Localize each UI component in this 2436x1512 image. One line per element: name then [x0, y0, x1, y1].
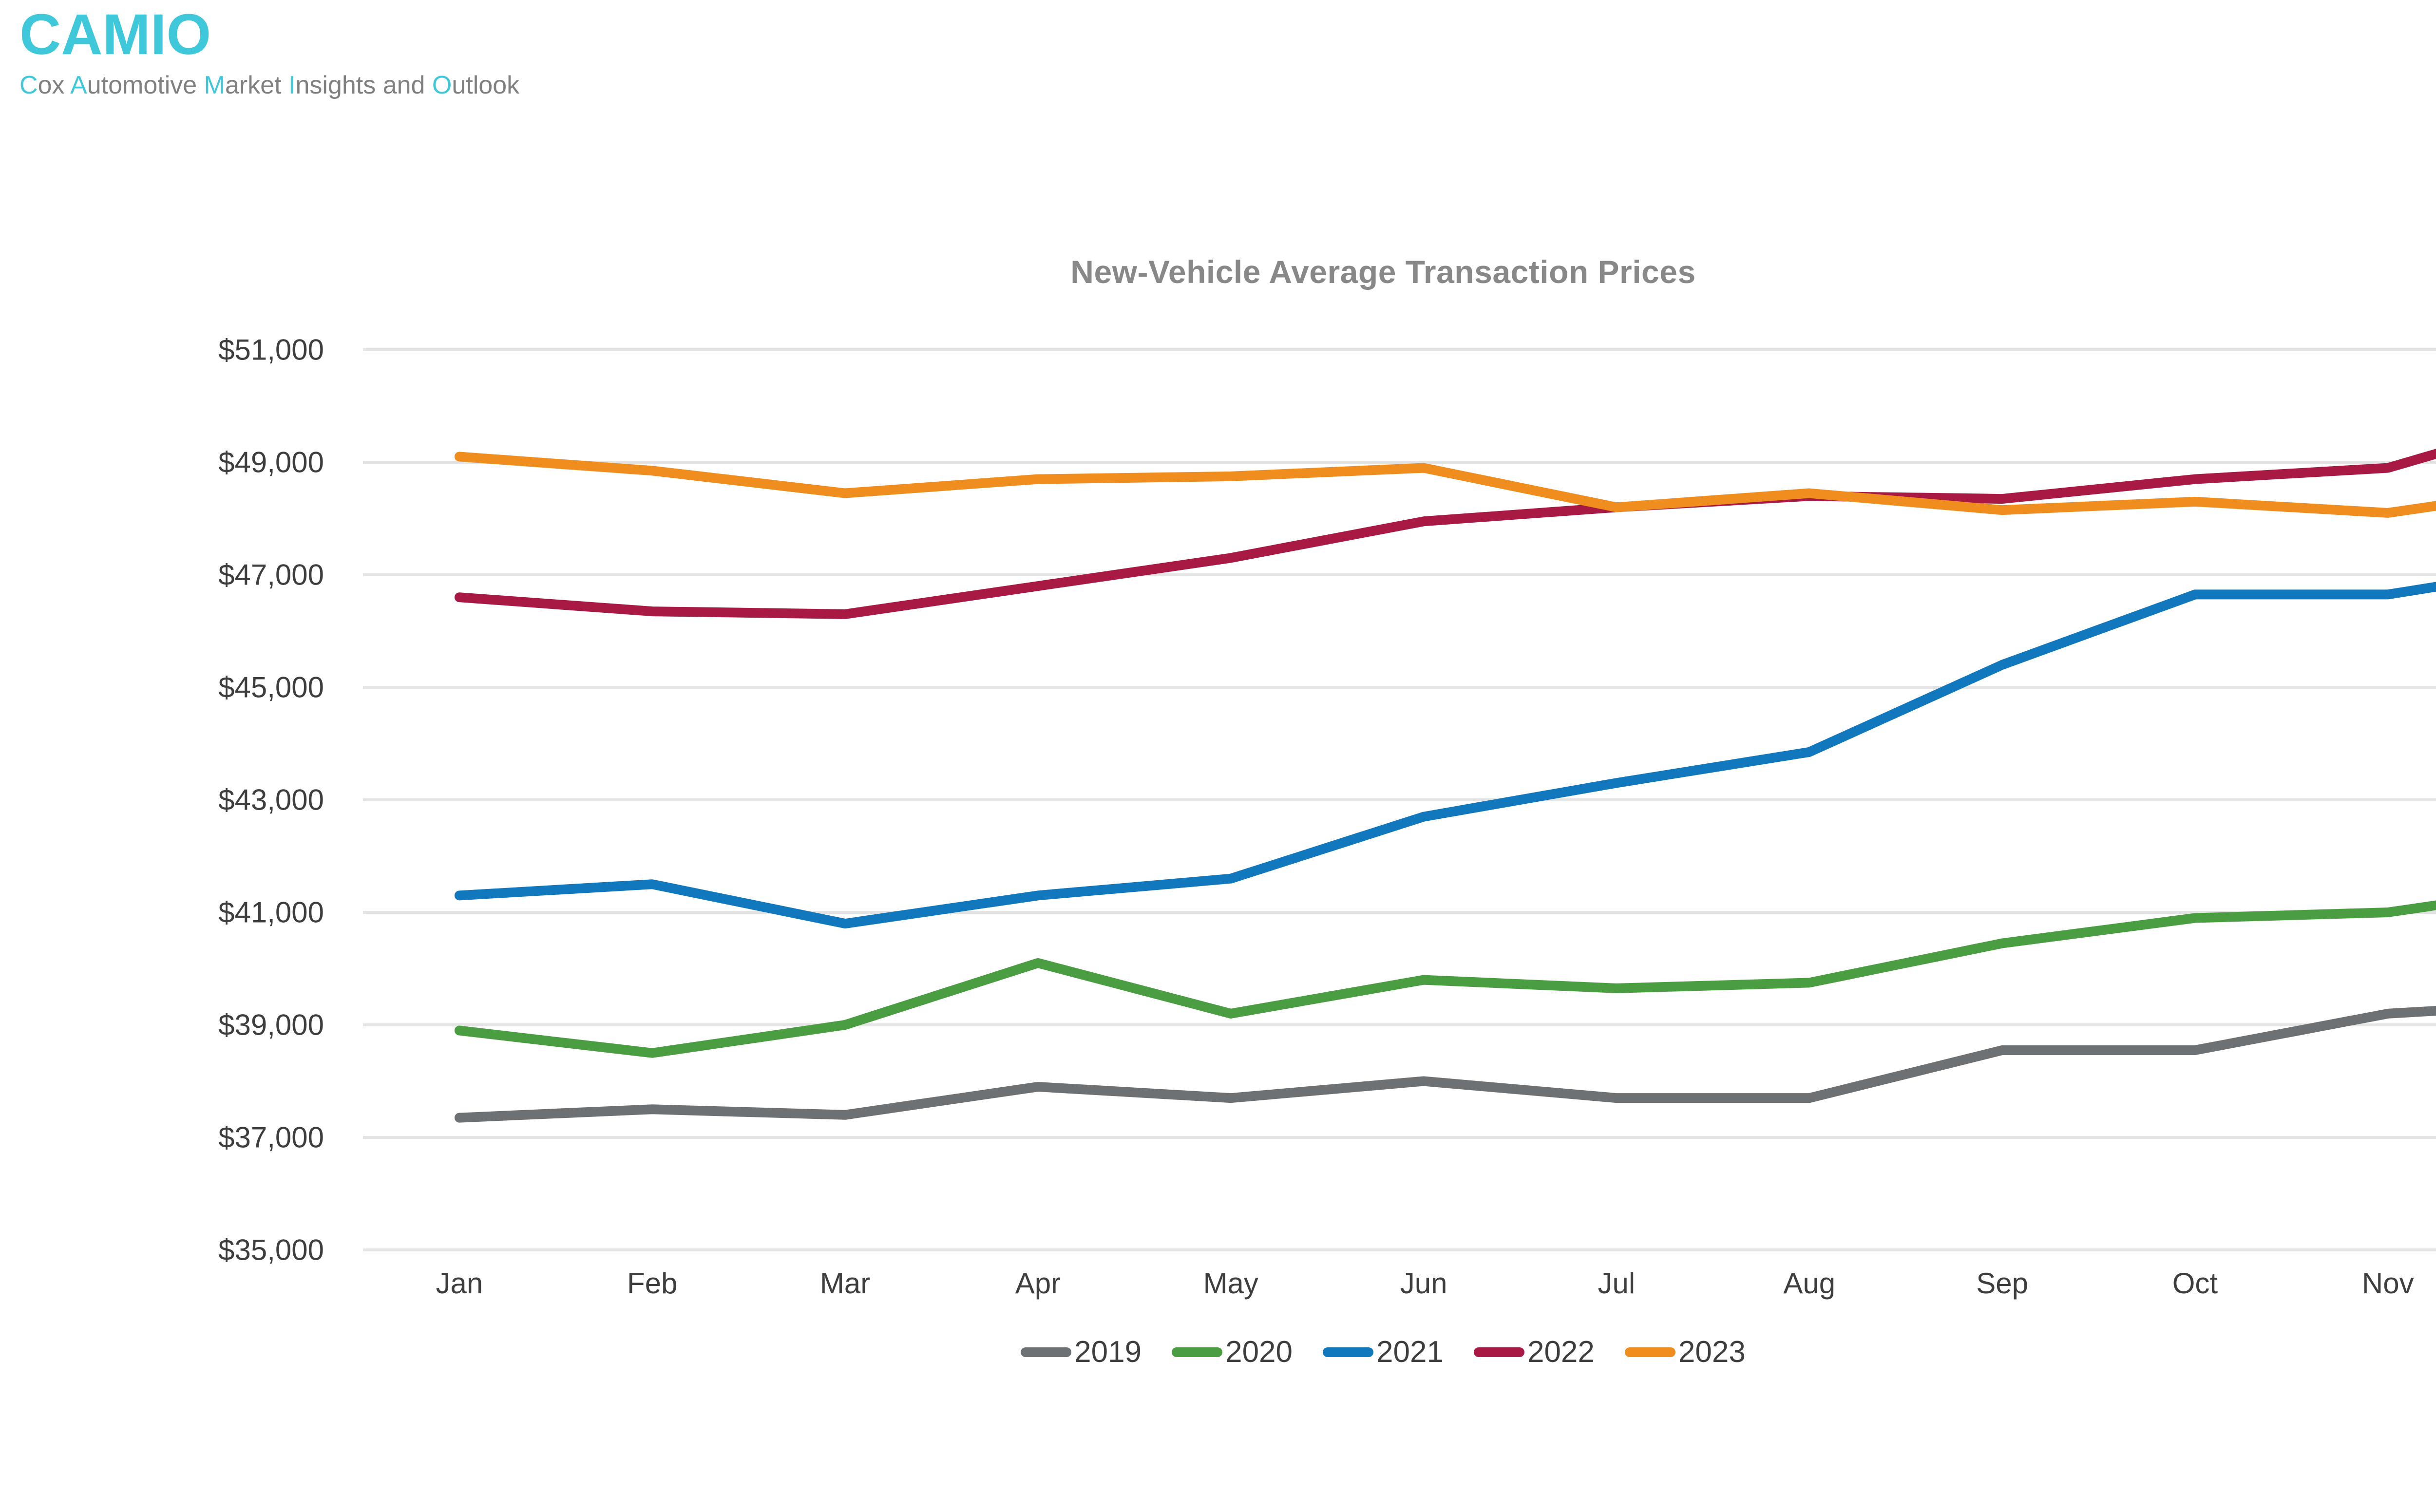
- legend-label: 2020: [1225, 1335, 1293, 1369]
- legend-swatch-icon: [1624, 1347, 1675, 1357]
- x-axis-tick-label: Mar: [819, 1267, 871, 1300]
- legend-label: 2019: [1074, 1335, 1142, 1369]
- brand-subtitle-run-7: nsights and: [295, 71, 432, 99]
- series-line-2019: [454, 1006, 2436, 1123]
- legend-label: 2021: [1376, 1335, 1444, 1369]
- x-axis-tick-label: Apr: [1015, 1267, 1061, 1300]
- legend-swatch-icon: [1323, 1347, 1374, 1357]
- y-axis-tick-label: $45,000: [218, 671, 324, 704]
- brand-subtitle-run-3: utomotive: [87, 71, 204, 99]
- series-line-2022: [454, 449, 2436, 619]
- series-line-2023: [454, 452, 2436, 518]
- x-axis: JanFebMarAprMayJunJulAugSepOctNovDec: [363, 1266, 2436, 1310]
- gridline: [363, 1248, 2436, 1251]
- y-axis: $51,000 $49,000 $47,000 $45,000 $43,000 $41,0…: [0, 334, 341, 1266]
- x-axis-tick-label: Nov: [2361, 1267, 2414, 1300]
- x-axis-tick-label: Jan: [436, 1267, 483, 1300]
- brand-subtitle-run-8: O: [432, 71, 452, 99]
- brand-block: CAMIO Cox Automotive Market Insights and…: [19, 2, 519, 100]
- gridline: [363, 798, 2436, 801]
- chart-legend: 2019 2020 2021 2022 2023: [0, 1337, 2436, 1367]
- brand-subtitle-run-0: C: [19, 71, 38, 99]
- y-axis-tick-label: $39,000: [218, 1008, 324, 1041]
- y-axis-tick-label: $41,000: [218, 896, 324, 929]
- legend-item-2019[interactable]: 2019: [1021, 1337, 1142, 1367]
- legend-label: 2022: [1527, 1335, 1595, 1369]
- legend-item-2020[interactable]: 2020: [1172, 1337, 1293, 1367]
- brand-title: CAMIO: [19, 2, 211, 67]
- chart-title: New-Vehicle Average Transaction Prices: [1070, 254, 1696, 290]
- gridline: [363, 348, 2436, 351]
- brand-subtitle-run-5: arket: [225, 71, 289, 99]
- y-axis-tick-label: $51,000: [218, 333, 324, 366]
- y-axis-tick-label: $47,000: [218, 558, 324, 591]
- brand-subtitle: Cox Automotive Market Insights and Outlo…: [19, 71, 519, 100]
- gridline: [363, 1023, 2436, 1026]
- y-axis-tick-label: $35,000: [218, 1233, 324, 1266]
- gridline: [363, 686, 2436, 689]
- x-axis-tick-label: Sep: [1976, 1267, 2028, 1300]
- brand-subtitle-run-4: M: [204, 71, 225, 99]
- legend-swatch-icon: [1172, 1347, 1223, 1357]
- x-axis-tick-label: Oct: [2172, 1267, 2218, 1300]
- x-axis-tick-label: May: [1203, 1267, 1258, 1300]
- legend-item-2022[interactable]: 2022: [1473, 1335, 1595, 1369]
- brand-subtitle-run-6: I: [288, 71, 296, 99]
- legend-item-2023[interactable]: 2023: [1624, 1335, 1746, 1369]
- x-axis-tick-label: Feb: [627, 1267, 678, 1300]
- x-axis-tick-label: Aug: [1783, 1267, 1836, 1300]
- legend-swatch-icon: [1473, 1347, 1524, 1357]
- series-lines: [454, 449, 2436, 1123]
- legend-swatch-icon: [1021, 1347, 1072, 1357]
- y-axis-tick-label: $49,000: [218, 446, 324, 479]
- brand-subtitle-run-2: A: [70, 71, 87, 99]
- gridline: [363, 461, 2436, 464]
- gridline: [363, 911, 2436, 914]
- brand-subtitle-run-1: ox: [38, 71, 71, 99]
- x-axis-tick-label: Jul: [1598, 1267, 1636, 1300]
- plot-area: [363, 348, 2436, 1251]
- gridline: [363, 573, 2436, 576]
- series-line-2020: [454, 900, 2436, 1058]
- series-line-2021: [454, 582, 2436, 929]
- y-axis-tick-label: $37,000: [218, 1121, 324, 1154]
- x-axis-tick-label: Jun: [1400, 1267, 1447, 1300]
- y-axis-tick-label: $43,000: [218, 783, 324, 816]
- legend-item-2021[interactable]: 2021: [1323, 1337, 1444, 1367]
- brand-subtitle-run-9: utlook: [452, 71, 520, 99]
- gridline: [363, 1136, 2436, 1139]
- legend-label: 2023: [1678, 1335, 1746, 1369]
